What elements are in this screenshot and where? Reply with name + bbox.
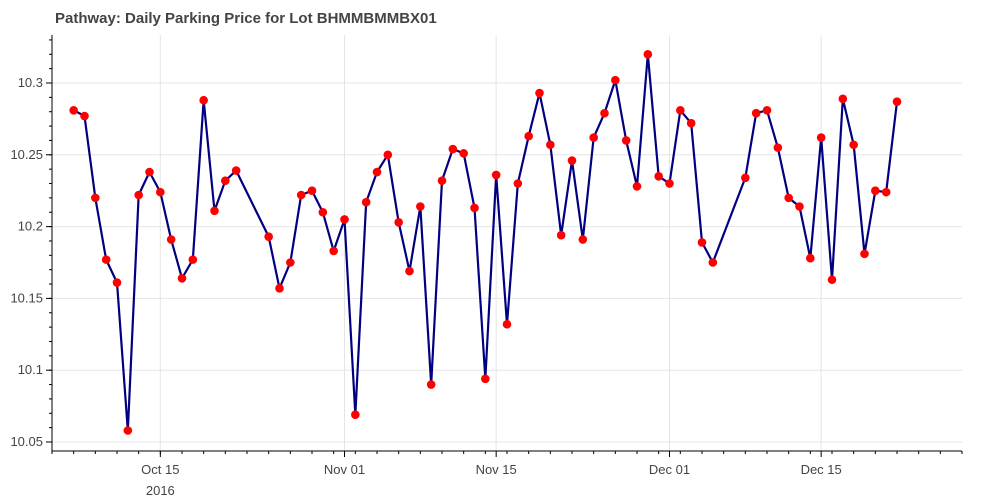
data-point (318, 207, 328, 217)
x-tick-label: Dec 01 (649, 462, 690, 477)
grid (52, 35, 962, 451)
data-point (546, 140, 555, 150)
data-point (101, 255, 111, 264)
y-tick-label: 10.1 (18, 362, 43, 377)
data-point (372, 167, 382, 177)
data-point (459, 149, 468, 158)
data-point (860, 249, 869, 259)
data-point (741, 173, 750, 183)
ticks: 10.05 10.1 10.15 10.2 10.25 10.3 Oct 15 2016 Nov… (10, 39, 963, 498)
data-point (351, 410, 360, 420)
data-point (123, 426, 133, 435)
data-point (567, 156, 577, 165)
data-point (340, 215, 349, 224)
data-point (470, 203, 479, 213)
data-point (426, 380, 436, 389)
data-point (686, 118, 696, 128)
data-point (156, 187, 165, 197)
data-point (881, 187, 891, 197)
data-point (632, 182, 642, 191)
data-point (80, 111, 89, 121)
data-point (784, 193, 793, 203)
data-point (437, 176, 447, 185)
data-point (502, 319, 512, 329)
x-tick-sublabel: 2016 (146, 483, 175, 498)
data-point (166, 235, 176, 244)
data-point (751, 108, 761, 118)
series-line (73, 53, 899, 432)
y-tick-label: 10.3 (18, 75, 43, 90)
data-point (806, 253, 815, 263)
data-point (676, 105, 685, 115)
y-tick-label: 10.25 (10, 147, 43, 162)
chart-title: Pathway: Daily Parking Price for Lot BHM… (55, 10, 437, 27)
data-point (481, 374, 490, 384)
data-point (621, 136, 631, 145)
data-point (188, 255, 198, 264)
data-point (199, 95, 208, 105)
data-point (307, 186, 317, 195)
data-point (69, 105, 78, 115)
data-point (535, 88, 544, 98)
y-tick-label: 10.05 (10, 434, 43, 449)
data-point (838, 94, 848, 104)
data-point (210, 206, 219, 216)
data-point (871, 186, 880, 195)
data-point (524, 131, 533, 141)
data-point (264, 232, 273, 241)
data-point (556, 230, 566, 240)
data-point (491, 170, 501, 180)
data-point (643, 49, 653, 59)
data-point (589, 133, 598, 142)
data-point (697, 238, 707, 247)
data-point (665, 179, 674, 188)
data-point (394, 217, 403, 227)
data-point (827, 275, 837, 285)
axes (51, 35, 962, 452)
data-point (91, 193, 100, 203)
x-tick-label: Oct 15 (141, 462, 179, 477)
data-point (448, 144, 458, 154)
data-point (416, 202, 425, 211)
y-tick-label: 10.2 (18, 219, 43, 234)
data-point (513, 179, 523, 188)
data-point (405, 266, 414, 276)
data-point (296, 190, 306, 200)
data-point (134, 190, 143, 200)
data-point (795, 202, 804, 211)
data-point (708, 258, 718, 267)
x-tick-label: Nov 01 (324, 462, 365, 477)
data-point (221, 176, 230, 185)
data-point (654, 172, 663, 181)
data-point (112, 278, 122, 287)
data-point (578, 235, 588, 244)
data-point (145, 167, 154, 177)
data-point (762, 105, 772, 115)
data-point (275, 284, 284, 293)
data-point (177, 274, 187, 283)
data-point (329, 246, 338, 256)
data-point (849, 140, 858, 150)
data-point (773, 143, 783, 152)
data-point (383, 150, 393, 160)
data-point (361, 197, 371, 207)
series (69, 49, 902, 435)
data-point (611, 75, 620, 85)
data-point (892, 97, 902, 106)
y-tick-label: 10.15 (10, 290, 43, 305)
x-tick-label: Nov 15 (476, 462, 517, 477)
data-point (231, 166, 241, 175)
data-point (286, 258, 295, 267)
data-point (816, 133, 826, 142)
data-point (600, 108, 609, 118)
x-tick-label: Dec 15 (801, 462, 842, 477)
